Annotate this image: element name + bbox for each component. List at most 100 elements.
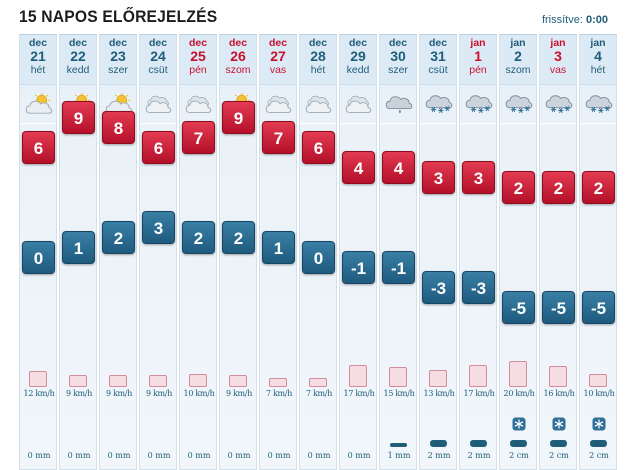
day-header: dec 31 csüt [420,35,456,85]
month-label: dec [28,37,48,49]
date-number: 27 [270,48,286,64]
max-temp-badge: 7 [262,121,295,154]
day-column[interactable]: dec 29 kedd 4 -1 17 km/h 0 mm [339,34,377,470]
precipitation-label: 2 mm [427,451,451,460]
date-number: 26 [230,48,246,64]
partly-cloudy-icon [105,93,133,114]
day-header: dec 28 hét [300,35,336,85]
day-header: dec 27 vas [260,35,296,85]
day-column[interactable]: dec 31 csüt 3 -3 13 km/h 2 mm [419,34,457,470]
precipitation-label: 2 cm [509,451,529,460]
weekday-label: szer [388,64,408,76]
divider [500,123,536,124]
wind-speed-label: 16 km/h [543,389,575,398]
date-number: 22 [70,48,86,64]
precipitation-label: 0 mm [107,451,131,460]
updated-label: frissítve: [541,14,583,26]
day-column[interactable]: dec 21 hét 6 0 12 km/h 0 mm [19,34,57,470]
wind-speed-label: 7 km/h [265,389,293,398]
wind-bar [309,378,327,387]
date-number: 28 [310,48,326,64]
precipitation-label: 2 mm [467,451,491,460]
precipitation-bar [590,440,607,447]
wind-speed-label: 13 km/h [423,389,455,398]
min-temp-badge: 0 [302,241,335,274]
day-header: dec 26 szom [220,35,256,85]
precipitation-label: 0 mm [227,451,251,460]
month-label: jan [510,37,526,49]
precipitation-label: 0 mm [27,451,51,460]
month-label: dec [228,37,248,49]
day-header: dec 25 pén [180,35,216,85]
max-temp-badge: 4 [382,151,415,184]
date-number: 3 [554,48,562,64]
day-column[interactable]: jan 4 hét 2 -5 10 km/h 2 cm [579,34,617,470]
date-number: 29 [350,48,366,64]
divider [460,123,496,124]
wind-bar [69,375,87,387]
day-column[interactable]: jan 1 pén 3 -3 17 km/h 2 mm [459,34,497,470]
min-temp-badge: -1 [342,251,375,284]
day-column[interactable]: dec 24 csüt 6 3 9 km/h 0 mm [139,34,177,470]
weekday-label: vas [269,64,287,76]
day-header: dec 29 kedd [340,35,376,85]
weekday-label: csüt [428,64,448,76]
divider [580,123,616,124]
precipitation-label: 0 mm [267,451,291,460]
wind-bar [349,365,367,387]
divider [540,123,576,124]
month-label: dec [348,37,368,49]
min-temp-badge: 1 [262,231,295,264]
day-header: jan 2 szom [500,35,536,85]
day-column[interactable]: dec 22 kedd 9 1 9 km/h 0 mm [59,34,97,470]
divider [380,123,416,124]
weekday-label: kedd [346,64,370,76]
day-header: jan 4 hét [580,35,616,85]
weekday-label: csüt [148,64,168,76]
month-label: dec [148,37,168,49]
snowflake-icon [552,417,566,431]
precipitation-bar [390,443,407,447]
weekday-label: kedd [66,64,90,76]
wind-bar [229,375,247,387]
day-column[interactable]: dec 23 szer 8 2 9 km/h 0 mm [99,34,137,470]
day-header: dec 24 csüt [140,35,176,85]
day-column[interactable]: dec 27 vas 7 1 7 km/h 0 mm [259,34,297,470]
day-column[interactable]: jan 2 szom 2 -5 20 km/h 2 cm [499,34,537,470]
weekday-label: pén [469,64,487,76]
day-header: dec 23 szer [100,35,136,85]
wind-speed-label: 15 km/h [383,389,415,398]
date-number: 23 [110,48,126,64]
wind-speed-label: 7 km/h [305,389,333,398]
min-temp-badge: 1 [62,231,95,264]
max-temp-badge: 2 [582,171,615,204]
min-temp-badge: 2 [102,221,135,254]
day-header: dec 22 kedd [60,35,96,85]
day-column[interactable]: jan 3 vas 2 -5 16 km/h 2 cm [539,34,577,470]
day-column[interactable]: dec 30 szer 4 -1 15 km/h 1 mm [379,34,417,470]
max-temp-badge: 8 [102,111,135,144]
day-column[interactable]: dec 28 hét 6 0 7 km/h 0 mm [299,34,337,470]
updated-time: 0:00 [585,14,608,26]
wind-speed-label: 9 km/h [145,389,173,398]
day-header: dec 30 szer [380,35,416,85]
cloudy-icon [145,95,171,113]
max-temp-badge: 6 [142,131,175,164]
min-temp-badge: -3 [422,271,455,304]
date-number: 1 [474,48,482,64]
divider [20,123,56,124]
precipitation-label: 0 mm [147,451,171,460]
month-label: dec [108,37,128,49]
wind-speed-label: 20 km/h [503,389,535,398]
day-column[interactable]: dec 26 szom 9 2 9 km/h 0 mm [219,34,257,470]
precipitation-label: 2 cm [589,451,609,460]
wind-speed-label: 10 km/h [183,389,215,398]
precipitation-label: 2 cm [549,451,569,460]
min-temp-badge: -1 [382,251,415,284]
day-column[interactable]: dec 25 pén 7 2 10 km/h 0 mm [179,34,217,470]
max-temp-badge: 7 [182,121,215,154]
min-temp-badge: -5 [582,291,615,324]
max-temp-badge: 9 [62,101,95,134]
snow-cloud-icon [425,95,453,114]
divider [420,123,456,124]
